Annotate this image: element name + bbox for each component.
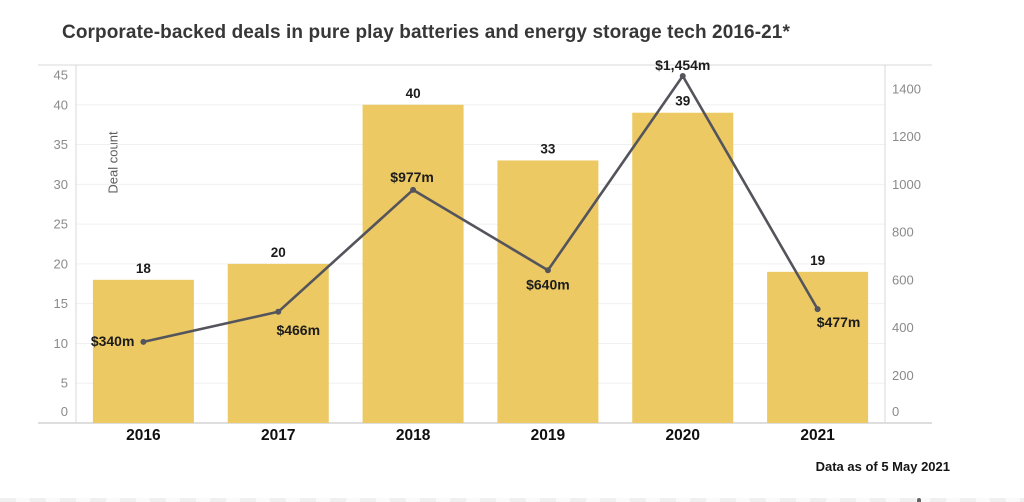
x-axis-label-2021: 2021	[800, 427, 835, 444]
line-label-2016: $340m	[91, 333, 135, 349]
bar-2016[interactable]	[92, 279, 194, 423]
cropped-bottom-row-artifact	[0, 498, 1024, 502]
left-axis-tick-20: 20	[54, 256, 68, 271]
left-axis-tick-40: 40	[54, 97, 68, 112]
right-axis-tick-600: 600	[892, 272, 914, 287]
line-label-2021: $477m	[817, 314, 861, 330]
bar-label-2020: 39	[675, 94, 690, 109]
left-axis-tick-35: 35	[54, 137, 68, 152]
x-axis-label-2018: 2018	[396, 427, 431, 444]
left-axis-tick-10: 10	[54, 336, 68, 351]
bar-2021[interactable]	[767, 271, 869, 423]
right-axis-tick-400: 400	[892, 320, 914, 335]
line-point-2019[interactable]	[544, 267, 551, 274]
left-axis-tick-0: 0	[61, 404, 68, 419]
bar-label-2019: 33	[540, 141, 556, 156]
bar-2019[interactable]	[497, 160, 599, 423]
line-label-2017: $466m	[276, 322, 320, 338]
data-as-of-footnote: Data as of 5 May 2021	[815, 459, 950, 474]
line-point-2018[interactable]	[410, 186, 417, 193]
bar-2017[interactable]	[227, 263, 329, 423]
right-axis-tick-200: 200	[892, 368, 914, 383]
bar-2018[interactable]	[362, 104, 464, 424]
right-axis-tick-1000: 1000	[892, 177, 921, 192]
page-title: Corporate-backed deals in pure play batt…	[62, 22, 790, 43]
left-axis-tick-5: 5	[61, 376, 68, 391]
bar-label-2021: 19	[810, 253, 825, 268]
bar-2020[interactable]	[632, 112, 734, 423]
left-axis-tick-30: 30	[54, 177, 68, 192]
x-axis-label-2019: 2019	[531, 427, 566, 444]
line-point-2020[interactable]	[679, 72, 686, 79]
deal-value-line[interactable]	[143, 74, 819, 344]
left-axis-tick-15: 15	[54, 296, 68, 311]
line-point-2021[interactable]	[814, 306, 821, 313]
bar-label-2018: 40	[406, 86, 421, 101]
left-axis-tick-45: 45	[54, 68, 68, 83]
cropped-glyph-artifact	[917, 498, 921, 502]
right-axis-tick-1200: 1200	[892, 129, 921, 144]
x-axis-label-2016: 2016	[126, 427, 161, 444]
bar-label-2016: 18	[136, 261, 152, 276]
left-axis-tick-25: 25	[54, 217, 68, 232]
line-point-2016[interactable]	[140, 338, 147, 345]
line-label-2018: $977m	[390, 169, 434, 185]
right-axis-tick-0: 0	[892, 404, 899, 419]
line-point-2017[interactable]	[275, 308, 282, 315]
x-axis-label-2020: 2020	[666, 427, 700, 444]
line-label-2020: $1,454m	[655, 57, 710, 73]
right-axis-tick-800: 800	[892, 225, 914, 240]
bar-label-2017: 20	[271, 245, 286, 260]
x-axis-label-2017: 2017	[261, 427, 295, 444]
line-label-2019: $640m	[526, 276, 570, 292]
right-axis-tick-1400: 1400	[892, 81, 921, 96]
